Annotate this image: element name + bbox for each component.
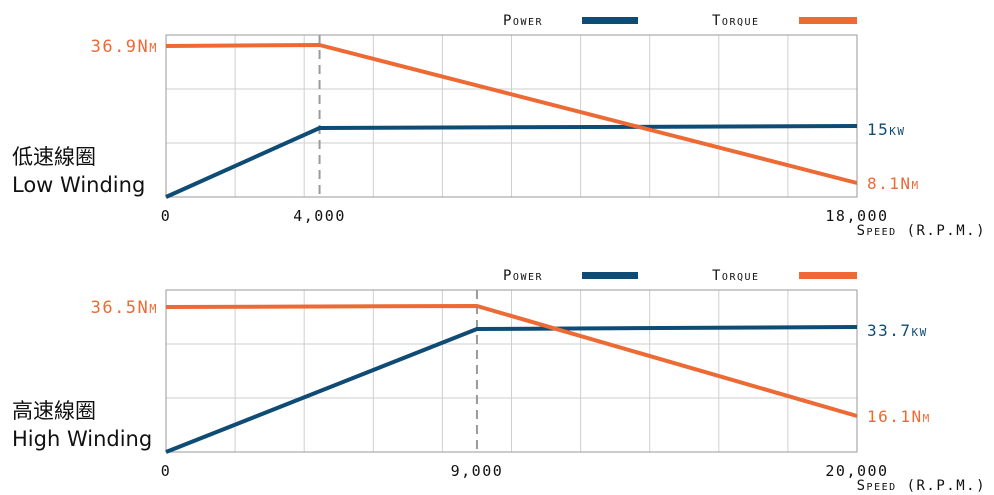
winding-label-zh: 低速線圈 [12,145,96,169]
x-tick-label: 20,000 [825,462,888,480]
x-tick-label: 9,000 [451,462,504,480]
power-series-line [165,124,858,199]
legend-torque-swatch [799,272,857,279]
torque-series-line [165,43,858,185]
torque-end-label: 8.1Nm [867,174,920,193]
legend-torque-label: Torque [712,13,760,29]
torque-start-label: 36.5Nm [91,298,158,318]
power-end-label: 33.7kw [867,321,928,340]
legend-power-label: Power [503,13,543,29]
torque-start-label: 36.9Nm [91,37,158,57]
torque-series-line [165,304,858,418]
power-end-label: 15kw [867,120,906,139]
legend-torque-swatch [799,17,857,24]
x-axis-label: Speed (R.P.M.) [857,223,986,239]
legend-torque-label: Torque [712,268,760,284]
torque-end-label: 16.1Nm [867,407,931,426]
x-axis-label: Speed (R.P.M.) [857,478,986,494]
x-tick-label: 18,000 [825,207,888,225]
x-tick-label: 4,000 [293,207,346,225]
plot-frame [165,34,858,198]
winding-label-zh: 高速線圈 [12,399,96,423]
plot-frame [165,289,858,453]
legend-power-swatch [582,17,638,24]
x-tick-label: 0 [161,462,172,480]
winding-label-en: Low Winding [12,173,145,197]
power-series-line [165,325,858,454]
legend-power-label: Power [503,268,543,284]
winding-label-en: High Winding [12,427,152,451]
legend-power-swatch [582,272,638,279]
x-tick-label: 0 [161,207,172,225]
